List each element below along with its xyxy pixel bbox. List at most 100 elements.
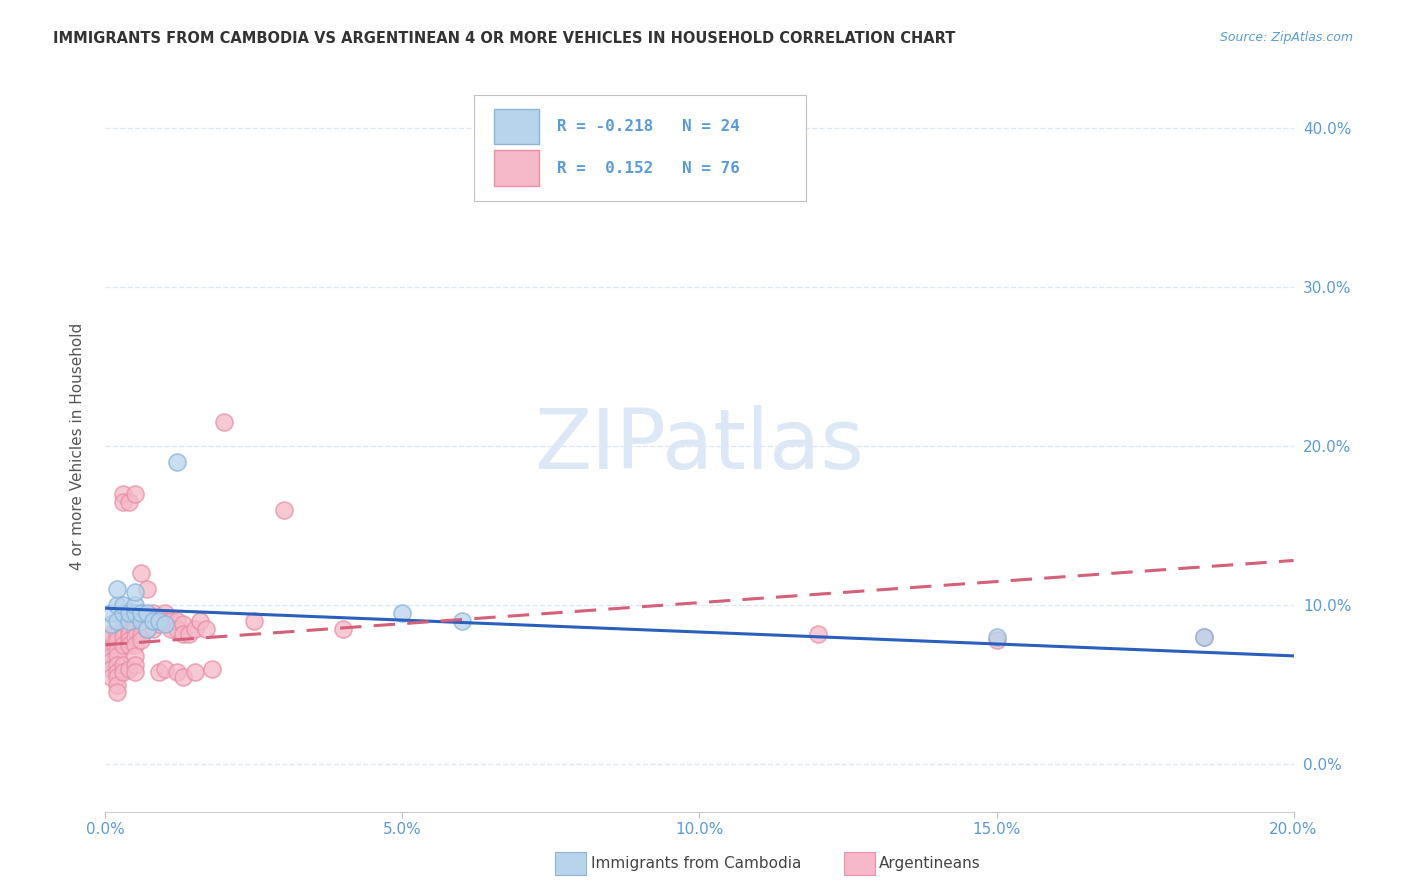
Point: [166, 614, 188, 628]
Text: Source: ZipAtlas.com: Source: ZipAtlas.com: [1219, 31, 1353, 45]
Y-axis label: 4 or more Vehicles in Household: 4 or more Vehicles in Household: [70, 322, 84, 570]
Point: [190, 614, 212, 628]
Point: [129, 614, 152, 628]
Text: IMMIGRANTS FROM CAMBODIA VS ARGENTINEAN 4 OR MORE VEHICLES IN HOUSEHOLD CORRELAT: IMMIGRANTS FROM CAMBODIA VS ARGENTINEAN …: [53, 31, 956, 46]
Point: [118, 626, 141, 640]
Point: [124, 622, 146, 636]
FancyBboxPatch shape: [474, 95, 807, 201]
Point: [136, 582, 159, 596]
Point: [129, 606, 152, 620]
Point: [112, 658, 135, 673]
Point: [129, 632, 152, 647]
Point: [100, 630, 122, 644]
Point: [129, 566, 152, 581]
Point: [986, 632, 1008, 647]
Point: [124, 648, 146, 663]
Point: [332, 622, 354, 636]
Point: [450, 614, 472, 628]
Point: [124, 606, 146, 620]
Point: [112, 622, 135, 636]
Point: [391, 606, 413, 620]
Point: [124, 598, 146, 612]
Point: [148, 665, 170, 679]
Point: [118, 632, 141, 647]
Point: [105, 598, 128, 612]
Point: [273, 502, 295, 516]
Point: [105, 626, 128, 640]
Point: [153, 617, 176, 632]
Point: [124, 486, 146, 500]
Point: [1194, 630, 1216, 644]
Point: [100, 638, 122, 652]
Point: [105, 614, 128, 628]
Point: [153, 606, 176, 620]
Point: [183, 665, 205, 679]
Point: [112, 494, 135, 508]
Point: [105, 582, 128, 596]
Point: [100, 654, 122, 668]
Point: [159, 622, 181, 636]
Point: [142, 614, 165, 628]
Point: [118, 662, 141, 676]
Point: [100, 617, 122, 632]
Point: [105, 677, 128, 691]
Point: [129, 617, 152, 632]
Point: [172, 669, 194, 683]
Point: [1194, 630, 1216, 644]
Point: [129, 626, 152, 640]
Point: [105, 632, 128, 647]
Point: [118, 606, 141, 620]
Point: [214, 415, 236, 429]
Point: [105, 669, 128, 683]
Point: [166, 455, 188, 469]
Point: [172, 626, 194, 640]
Point: [118, 614, 141, 628]
Point: [118, 622, 141, 636]
Point: [136, 606, 159, 620]
Point: [112, 665, 135, 679]
Point: [153, 662, 176, 676]
Point: [148, 611, 170, 625]
Point: [118, 614, 141, 628]
Text: Immigrants from Cambodia: Immigrants from Cambodia: [591, 856, 801, 871]
Point: [243, 614, 266, 628]
Point: [100, 606, 122, 620]
Point: [124, 614, 146, 628]
Point: [177, 626, 200, 640]
Point: [105, 685, 128, 699]
Point: [105, 665, 128, 679]
Point: [124, 658, 146, 673]
Point: [100, 626, 122, 640]
Point: [112, 486, 135, 500]
Point: [153, 614, 176, 628]
Point: [112, 606, 135, 620]
Point: [105, 648, 128, 663]
Point: [118, 638, 141, 652]
Point: [124, 638, 146, 652]
Point: [105, 642, 128, 657]
Text: R =  0.152   N = 76: R = 0.152 N = 76: [557, 161, 740, 176]
Point: [100, 662, 122, 676]
Point: [118, 494, 141, 508]
Point: [124, 665, 146, 679]
Point: [159, 614, 181, 628]
Text: Argentineans: Argentineans: [879, 856, 980, 871]
Point: [172, 617, 194, 632]
Point: [201, 662, 224, 676]
Point: [183, 622, 205, 636]
Point: [166, 622, 188, 636]
Bar: [494, 109, 538, 144]
Point: [986, 630, 1008, 644]
Text: ZIPatlas: ZIPatlas: [534, 406, 865, 486]
Point: [100, 669, 122, 683]
Bar: [494, 151, 538, 186]
Point: [148, 614, 170, 628]
Point: [100, 646, 122, 660]
Point: [166, 665, 188, 679]
Point: [142, 606, 165, 620]
Point: [105, 658, 128, 673]
Point: [112, 598, 135, 612]
Point: [112, 638, 135, 652]
Point: [142, 614, 165, 628]
Point: [124, 630, 146, 644]
